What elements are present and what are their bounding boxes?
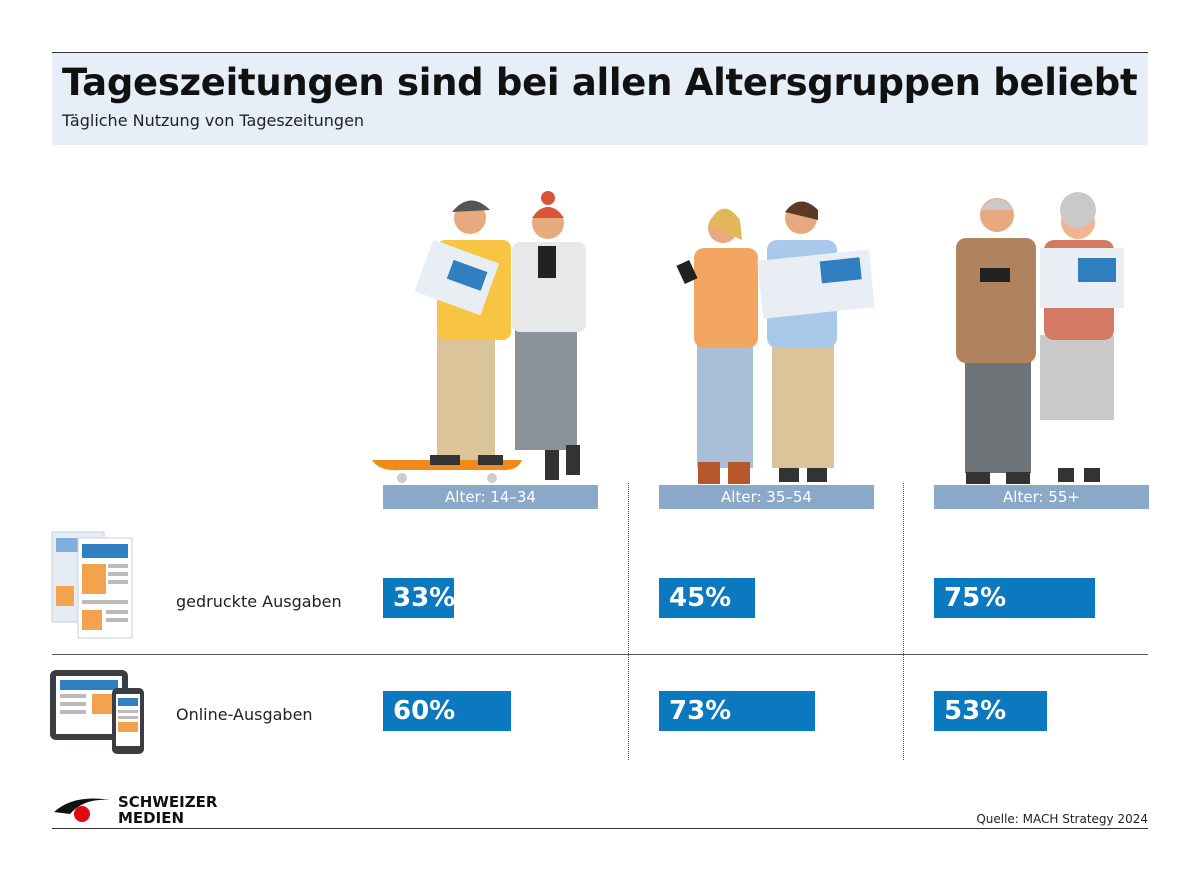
bar-online-1: 60%	[383, 691, 511, 731]
bar-value-label: 53%	[944, 696, 1007, 726]
age-label-35-54: Alter: 35–54	[659, 485, 874, 509]
bar-printed-1: 33%	[383, 578, 456, 618]
row-label-online: Online-Ausgaben	[176, 705, 313, 724]
bar-value-label: 60%	[393, 696, 456, 726]
bar-value-label: 75%	[944, 583, 1007, 613]
bar-printed-2: 45%	[659, 578, 755, 618]
bar-online-2: 73%	[659, 691, 815, 731]
footer-rule	[52, 828, 1148, 829]
logo-line-2: MEDIEN	[118, 809, 185, 827]
bar-online-3: 53%	[934, 691, 1047, 731]
column-divider	[903, 483, 904, 760]
logo-text: SCHWEIZER MEDIEN	[118, 794, 217, 826]
column-divider	[628, 483, 629, 760]
logo-line-1: SCHWEIZER	[118, 793, 218, 811]
chart-subtitle: Tägliche Nutzung von Tageszeitungen	[62, 111, 365, 130]
printed-newspaper-icon	[51, 531, 133, 639]
bar-value-label: 73%	[669, 696, 732, 726]
young-people-illustration	[372, 191, 586, 483]
age-label-14-34: Alter: 14–34	[383, 485, 598, 509]
header-panel: Tageszeitungen sind bei allen Altersgrup…	[52, 52, 1148, 145]
bar-value-label: 45%	[669, 583, 732, 613]
bar-value-label: 33%	[393, 583, 456, 613]
age-label-55-plus: Alter: 55+	[934, 485, 1149, 509]
source-note: Quelle: MACH Strategy 2024	[976, 812, 1148, 826]
middle-aged-people-illustration	[676, 201, 875, 484]
tablet-phone-icon	[50, 670, 144, 754]
row-label-printed: gedruckte Ausgaben	[176, 592, 342, 611]
row-divider	[52, 654, 1148, 655]
older-people-illustration	[956, 192, 1124, 484]
bar-printed-3: 75%	[934, 578, 1095, 618]
chart-title: Tageszeitungen sind bei allen Altersgrup…	[62, 61, 1138, 104]
schweizer-medien-logo	[54, 798, 110, 822]
